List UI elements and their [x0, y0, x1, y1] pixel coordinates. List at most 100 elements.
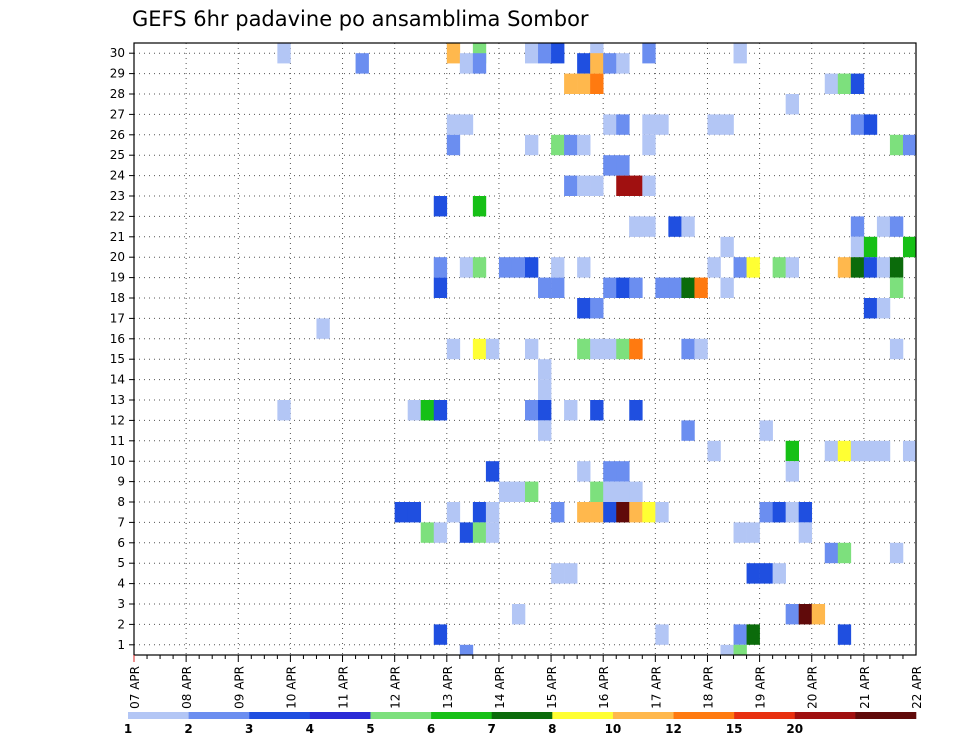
- heat-cell: [590, 175, 604, 196]
- heat-cell: [433, 400, 448, 421]
- heat-cell: [681, 277, 695, 298]
- heat-cell: [629, 175, 643, 196]
- legend-label: 2: [184, 722, 192, 736]
- heat-cell: [472, 196, 487, 217]
- heat-cell: [655, 502, 669, 523]
- heat-cell: [577, 257, 591, 278]
- heat-cell: [459, 53, 474, 74]
- heat-cell: [629, 502, 643, 523]
- heat-cell: [485, 522, 500, 543]
- heat-cell: [551, 134, 565, 156]
- heat-cell: [772, 257, 786, 278]
- legend-swatch: [552, 712, 614, 719]
- x-tick-label: 16 APR: [597, 666, 611, 709]
- heat-cell: [564, 175, 578, 196]
- heat-cell: [850, 73, 865, 94]
- heat-cell: [511, 481, 526, 502]
- heat-cell: [459, 522, 474, 543]
- heat-cell: [642, 502, 656, 523]
- legend-swatch: [794, 712, 856, 719]
- legend-swatch: [734, 712, 796, 719]
- heat-cell: [277, 43, 291, 64]
- heat-cell: [733, 644, 747, 655]
- heat-cell: [889, 338, 904, 360]
- heat-cell: [420, 522, 435, 543]
- legend-label: 10: [605, 722, 622, 736]
- heat-cell: [902, 440, 917, 462]
- heat-cell: [564, 563, 578, 584]
- heat-cell: [759, 502, 773, 523]
- heat-cell: [694, 338, 708, 360]
- x-tick-label: 12 APR: [389, 666, 403, 709]
- heat-cell: [837, 624, 852, 645]
- heat-cell: [655, 277, 669, 298]
- heat-cell: [538, 277, 552, 298]
- heat-cell: [616, 155, 630, 176]
- heat-cell: [603, 53, 617, 74]
- heat-cell: [525, 43, 539, 64]
- heat-cell: [824, 542, 839, 564]
- heat-cell: [642, 216, 656, 237]
- x-tick-label: 07 APR: [128, 666, 142, 709]
- y-tick-label: 29: [110, 67, 125, 81]
- legend-label: 15: [726, 722, 743, 736]
- heat-cell: [798, 522, 813, 543]
- heat-cell: [538, 359, 552, 380]
- heat-cell: [707, 257, 721, 278]
- heat-cell: [590, 502, 604, 523]
- heat-cell: [577, 502, 591, 523]
- y-tick-label: 22: [110, 209, 125, 223]
- heat-cell: [616, 338, 630, 360]
- heat-cell: [616, 481, 630, 502]
- data-cells: [277, 43, 917, 655]
- heat-cell: [551, 257, 565, 278]
- heat-cell: [746, 624, 760, 645]
- heat-cell: [459, 114, 474, 135]
- heat-cell: [590, 400, 604, 421]
- heat-cell: [433, 522, 448, 543]
- y-tick-label: 23: [110, 189, 125, 203]
- heat-cell: [511, 604, 526, 625]
- heat-cell: [446, 502, 461, 523]
- x-tick-label: 10 APR: [284, 666, 298, 709]
- y-tick-label: 11: [110, 434, 125, 448]
- y-tick-label: 4: [117, 577, 125, 591]
- heat-cell: [707, 114, 721, 135]
- heat-cell: [863, 114, 878, 135]
- y-tick-label: 14: [110, 373, 125, 387]
- heat-cell: [720, 277, 734, 298]
- heat-cell: [616, 277, 630, 298]
- heat-cell: [681, 338, 695, 360]
- chart-title: GEFS 6hr padavine po ansamblima Sombor: [132, 7, 589, 31]
- heat-cell: [785, 604, 799, 625]
- heat-cell: [603, 277, 617, 298]
- heat-cell: [564, 73, 578, 94]
- heat-cell: [603, 502, 617, 523]
- y-tick-label: 28: [110, 87, 125, 101]
- heat-cell: [525, 134, 539, 156]
- y-tick-label: 15: [110, 352, 125, 366]
- heat-cell: [616, 461, 630, 482]
- heat-cell: [889, 542, 904, 564]
- x-tick-label: 18 APR: [701, 666, 715, 709]
- legend-label: 1: [124, 722, 132, 736]
- heat-cell: [668, 216, 682, 237]
- heat-cell: [538, 43, 552, 64]
- heat-cell: [577, 461, 591, 482]
- heat-cell: [577, 53, 591, 74]
- heat-cell: [603, 155, 617, 176]
- heat-cell: [720, 114, 734, 135]
- legend-label: 3: [245, 722, 253, 736]
- heat-cell: [538, 379, 552, 400]
- heat-cell: [433, 277, 448, 298]
- x-tick-label: 20 APR: [806, 666, 820, 709]
- y-tick-label: 7: [117, 515, 125, 529]
- heat-cell: [642, 134, 656, 156]
- heat-cell: [889, 277, 904, 298]
- y-tick-label: 24: [110, 169, 125, 183]
- heat-cell: [746, 522, 760, 543]
- heat-cell: [433, 196, 448, 217]
- legend-swatch: [249, 712, 311, 719]
- heat-cell: [538, 420, 552, 441]
- heat-cell: [902, 134, 917, 156]
